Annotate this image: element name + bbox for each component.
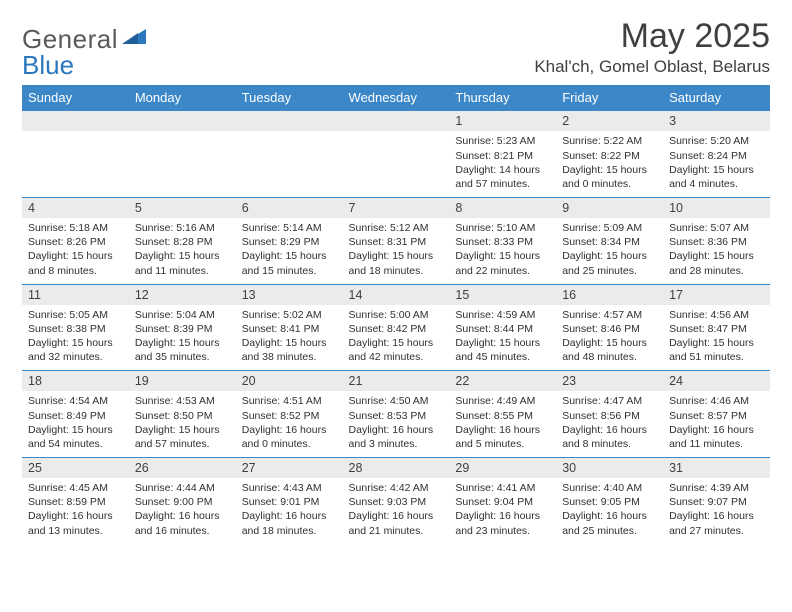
day-detail-cell: Sunrise: 5:10 AMSunset: 8:33 PMDaylight:… [449,218,556,284]
day-detail-cell [343,131,450,197]
calendar-table: Sunday Monday Tuesday Wednesday Thursday… [22,85,770,543]
day-number-cell: 21 [343,371,450,392]
calendar-body: 123Sunrise: 5:23 AMSunset: 8:21 PMDaylig… [22,111,770,544]
title-block: May 2025 Khal'ch, Gomel Oblast, Belarus [534,18,770,77]
day-number-row: 11121314151617 [22,284,770,305]
day-detail-cell: Sunrise: 4:42 AMSunset: 9:03 PMDaylight:… [343,478,450,544]
day-number-cell: 27 [236,458,343,479]
day-detail-cell: Sunrise: 5:05 AMSunset: 8:38 PMDaylight:… [22,305,129,371]
day-detail-cell: Sunrise: 5:18 AMSunset: 8:26 PMDaylight:… [22,218,129,284]
day-detail-cell: Sunrise: 5:02 AMSunset: 8:41 PMDaylight:… [236,305,343,371]
day-detail-cell: Sunrise: 4:43 AMSunset: 9:01 PMDaylight:… [236,478,343,544]
month-title: May 2025 [534,18,770,55]
calendar-page: General May 2025 Khal'ch, Gomel Oblast, … [0,0,792,612]
location-text: Khal'ch, Gomel Oblast, Belarus [534,57,770,77]
day-detail-cell: Sunrise: 4:46 AMSunset: 8:57 PMDaylight:… [663,391,770,457]
page-header: General May 2025 Khal'ch, Gomel Oblast, … [22,18,770,77]
day-detail-cell [129,131,236,197]
day-number-cell: 25 [22,458,129,479]
day-number-cell: 17 [663,284,770,305]
day-detail-cell: Sunrise: 4:39 AMSunset: 9:07 PMDaylight:… [663,478,770,544]
day-detail-row: Sunrise: 4:45 AMSunset: 8:59 PMDaylight:… [22,478,770,544]
day-detail-cell: Sunrise: 4:49 AMSunset: 8:55 PMDaylight:… [449,391,556,457]
day-number-cell: 22 [449,371,556,392]
day-detail-cell: Sunrise: 4:50 AMSunset: 8:53 PMDaylight:… [343,391,450,457]
day-detail-cell: Sunrise: 4:56 AMSunset: 8:47 PMDaylight:… [663,305,770,371]
weekday-header: Tuesday [236,85,343,111]
day-detail-cell: Sunrise: 5:23 AMSunset: 8:21 PMDaylight:… [449,131,556,197]
day-number-row: 123 [22,111,770,132]
weekday-header-row: Sunday Monday Tuesday Wednesday Thursday… [22,85,770,111]
weekday-header: Wednesday [343,85,450,111]
day-detail-row: Sunrise: 5:05 AMSunset: 8:38 PMDaylight:… [22,305,770,371]
day-detail-cell: Sunrise: 5:12 AMSunset: 8:31 PMDaylight:… [343,218,450,284]
day-number-cell [343,111,450,132]
day-detail-cell: Sunrise: 4:44 AMSunset: 9:00 PMDaylight:… [129,478,236,544]
day-detail-cell: Sunrise: 4:40 AMSunset: 9:05 PMDaylight:… [556,478,663,544]
weekday-header: Thursday [449,85,556,111]
day-detail-cell: Sunrise: 4:53 AMSunset: 8:50 PMDaylight:… [129,391,236,457]
weekday-header: Saturday [663,85,770,111]
weekday-header: Sunday [22,85,129,111]
day-number-cell: 26 [129,458,236,479]
day-detail-cell [236,131,343,197]
day-number-cell: 2 [556,111,663,132]
day-number-cell: 31 [663,458,770,479]
day-number-cell: 7 [343,198,450,219]
day-detail-cell [22,131,129,197]
day-number-cell: 20 [236,371,343,392]
day-number-row: 45678910 [22,198,770,219]
day-number-cell: 8 [449,198,556,219]
day-detail-cell: Sunrise: 4:54 AMSunset: 8:49 PMDaylight:… [22,391,129,457]
day-number-cell: 12 [129,284,236,305]
day-detail-cell: Sunrise: 4:57 AMSunset: 8:46 PMDaylight:… [556,305,663,371]
day-number-cell: 5 [129,198,236,219]
day-number-cell: 4 [22,198,129,219]
day-number-cell [236,111,343,132]
day-detail-cell: Sunrise: 4:45 AMSunset: 8:59 PMDaylight:… [22,478,129,544]
day-number-cell: 9 [556,198,663,219]
day-number-cell: 23 [556,371,663,392]
logo-triangle-icon [122,27,148,50]
day-detail-cell: Sunrise: 4:59 AMSunset: 8:44 PMDaylight:… [449,305,556,371]
day-number-cell: 1 [449,111,556,132]
day-number-cell: 19 [129,371,236,392]
day-number-cell [129,111,236,132]
day-detail-cell: Sunrise: 5:00 AMSunset: 8:42 PMDaylight:… [343,305,450,371]
day-number-cell: 29 [449,458,556,479]
day-number-cell: 3 [663,111,770,132]
day-detail-row: Sunrise: 5:23 AMSunset: 8:21 PMDaylight:… [22,131,770,197]
day-detail-row: Sunrise: 5:18 AMSunset: 8:26 PMDaylight:… [22,218,770,284]
day-number-cell: 24 [663,371,770,392]
day-number-cell: 10 [663,198,770,219]
day-detail-cell: Sunrise: 4:41 AMSunset: 9:04 PMDaylight:… [449,478,556,544]
day-number-cell: 30 [556,458,663,479]
day-number-row: 18192021222324 [22,371,770,392]
day-detail-cell: Sunrise: 5:20 AMSunset: 8:24 PMDaylight:… [663,131,770,197]
day-detail-cell: Sunrise: 5:16 AMSunset: 8:28 PMDaylight:… [129,218,236,284]
day-detail-cell: Sunrise: 5:07 AMSunset: 8:36 PMDaylight:… [663,218,770,284]
day-number-cell: 6 [236,198,343,219]
day-number-cell: 13 [236,284,343,305]
day-number-cell: 18 [22,371,129,392]
day-detail-cell: Sunrise: 5:22 AMSunset: 8:22 PMDaylight:… [556,131,663,197]
day-detail-cell: Sunrise: 4:51 AMSunset: 8:52 PMDaylight:… [236,391,343,457]
day-number-cell: 14 [343,284,450,305]
day-detail-cell: Sunrise: 5:14 AMSunset: 8:29 PMDaylight:… [236,218,343,284]
day-detail-cell: Sunrise: 4:47 AMSunset: 8:56 PMDaylight:… [556,391,663,457]
day-number-cell [22,111,129,132]
day-number-cell: 28 [343,458,450,479]
day-number-cell: 16 [556,284,663,305]
weekday-header: Monday [129,85,236,111]
logo-text-2: Blue [22,50,74,81]
day-number-cell: 11 [22,284,129,305]
day-number-row: 25262728293031 [22,458,770,479]
day-detail-cell: Sunrise: 5:04 AMSunset: 8:39 PMDaylight:… [129,305,236,371]
weekday-header: Friday [556,85,663,111]
day-detail-row: Sunrise: 4:54 AMSunset: 8:49 PMDaylight:… [22,391,770,457]
day-number-cell: 15 [449,284,556,305]
day-detail-cell: Sunrise: 5:09 AMSunset: 8:34 PMDaylight:… [556,218,663,284]
